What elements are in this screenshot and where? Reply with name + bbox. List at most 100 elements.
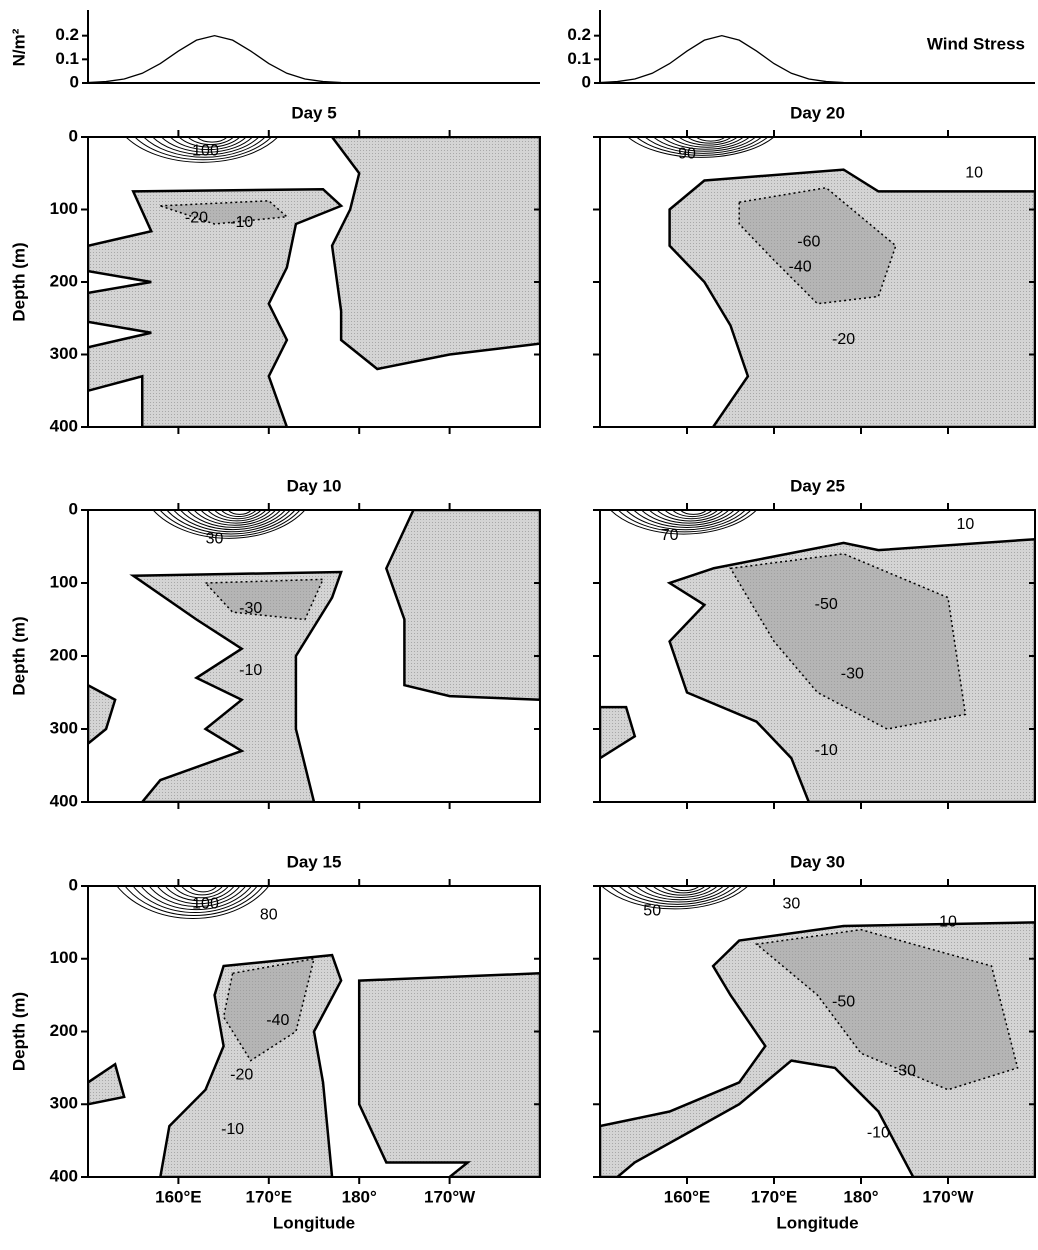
- contour-field: [600, 886, 1035, 1177]
- strong-negative-region: [203, 578, 325, 621]
- x-axis-label: Longitude: [273, 1213, 355, 1232]
- positive-contour: [125, 137, 279, 163]
- positive-contour: [633, 510, 741, 529]
- x-axis-label: Longitude: [776, 1213, 858, 1232]
- positive-contour: [679, 510, 708, 515]
- positive-contour: [186, 510, 281, 528]
- positive-contour: [644, 886, 718, 898]
- y-axis-label: Depth (m): [9, 242, 28, 321]
- y-tick-label: 0: [69, 126, 78, 145]
- contour-label: -20: [832, 331, 855, 348]
- negative-region: [88, 187, 344, 427]
- y-tick-label: 200: [50, 1021, 78, 1040]
- negative-region: [330, 137, 540, 371]
- contour-label: -10: [867, 1125, 890, 1142]
- negative-region: [88, 1062, 126, 1106]
- positive-contour: [148, 886, 247, 908]
- y-tick-label: 400: [50, 1166, 78, 1185]
- contour-label: -20: [230, 1066, 253, 1083]
- contour-label: 30: [783, 895, 801, 912]
- positive-contour: [652, 886, 712, 896]
- wind-curve: [599, 34, 1035, 84]
- positive-contour: [695, 137, 726, 142]
- positive-contour: [227, 510, 252, 515]
- x-tick-label: 170°E: [246, 1187, 293, 1206]
- y-tick-label: 100: [50, 948, 78, 967]
- negative-region: [357, 972, 540, 1177]
- panel-title: Day 10: [287, 476, 342, 495]
- contour-label: -10: [221, 1121, 244, 1138]
- positive-contour: [678, 137, 738, 146]
- y-tick-label: 200: [50, 271, 78, 290]
- contour-label: -10: [815, 742, 838, 759]
- y-tick-label: 100: [50, 572, 78, 591]
- panel: 30 -30 -10 0 100 200 300 400 Day 10 Depth (m): [9, 476, 541, 810]
- wind-curve: [87, 34, 540, 84]
- contour-label: -30: [841, 665, 864, 682]
- y-tick-label: 0: [69, 499, 78, 518]
- positive-contour: [641, 510, 735, 526]
- x-tick-label: 180°: [843, 1187, 878, 1206]
- positive-contour: [653, 137, 757, 152]
- positive-contour: [187, 137, 234, 146]
- positive-contour: [214, 510, 262, 520]
- y-axis-label: Depth (m): [9, 616, 28, 695]
- positive-contour: [609, 886, 743, 908]
- positive-contour: [661, 886, 706, 894]
- panel: 50 30 10 -50 -30 -10 160°E 170°E 180° 170°W Day 30…: [593, 852, 1036, 1232]
- x-tick-label: 180°: [342, 1187, 377, 1206]
- strong-negative-region: [754, 928, 1019, 1091]
- contour-field: [600, 510, 1035, 802]
- positive-contour: [140, 886, 252, 911]
- y-axis-label: N/m²: [9, 28, 28, 66]
- y-tick-label: 0.1: [567, 49, 591, 68]
- positive-contour: [656, 510, 724, 522]
- positive-contour: [648, 510, 730, 524]
- positive-contour: [179, 510, 286, 531]
- contour-label: 10: [965, 164, 983, 181]
- x-tick-label: 160°E: [664, 1187, 711, 1206]
- contour-label: 80: [260, 906, 278, 923]
- y-tick-label: 0.2: [567, 25, 591, 44]
- positive-contour: [200, 510, 272, 524]
- positive-contour: [164, 886, 235, 902]
- positive-contour: [626, 886, 730, 903]
- positive-contour: [672, 510, 713, 518]
- positive-contour: [687, 137, 732, 144]
- positive-contour: [169, 137, 247, 151]
- positive-contour: [627, 137, 775, 158]
- y-tick-label: 0: [582, 72, 591, 91]
- y-tick-label: 300: [50, 1094, 78, 1113]
- y-tick-label: 300: [50, 718, 78, 737]
- contour-label: -30: [893, 1063, 916, 1080]
- strong-negative-region: [738, 186, 897, 305]
- positive-contour: [173, 510, 291, 533]
- y-tick-label: 400: [50, 416, 78, 435]
- contour-label: -20: [185, 209, 208, 226]
- y-tick-label: 400: [50, 791, 78, 810]
- positive-contour: [193, 510, 277, 526]
- contour-label: -40: [789, 259, 812, 276]
- x-tick-label: 160°E: [155, 1187, 202, 1206]
- contour-label: 70: [661, 527, 679, 544]
- positive-contour: [152, 510, 306, 539]
- positive-contour: [152, 137, 260, 156]
- negative-region: [129, 570, 343, 802]
- x-tick-label: 170°W: [424, 1187, 476, 1206]
- panel: 0 0.1 0.2 N/m²: [9, 10, 540, 91]
- panel-title: Day 15: [287, 852, 342, 871]
- positive-contour: [159, 510, 301, 537]
- contour-label: -60: [797, 233, 820, 250]
- contour-field: [88, 510, 540, 802]
- y-tick-label: 0.2: [55, 25, 79, 44]
- contour-label: 90: [678, 146, 696, 163]
- strong-negative-region: [160, 200, 289, 225]
- y-tick-label: 0: [70, 72, 79, 91]
- negative-region: [600, 705, 637, 760]
- contour-label: -50: [815, 596, 838, 613]
- positive-contour: [625, 510, 746, 531]
- positive-contour: [116, 886, 270, 919]
- contour-label: 10: [939, 914, 957, 931]
- positive-contour: [166, 510, 296, 535]
